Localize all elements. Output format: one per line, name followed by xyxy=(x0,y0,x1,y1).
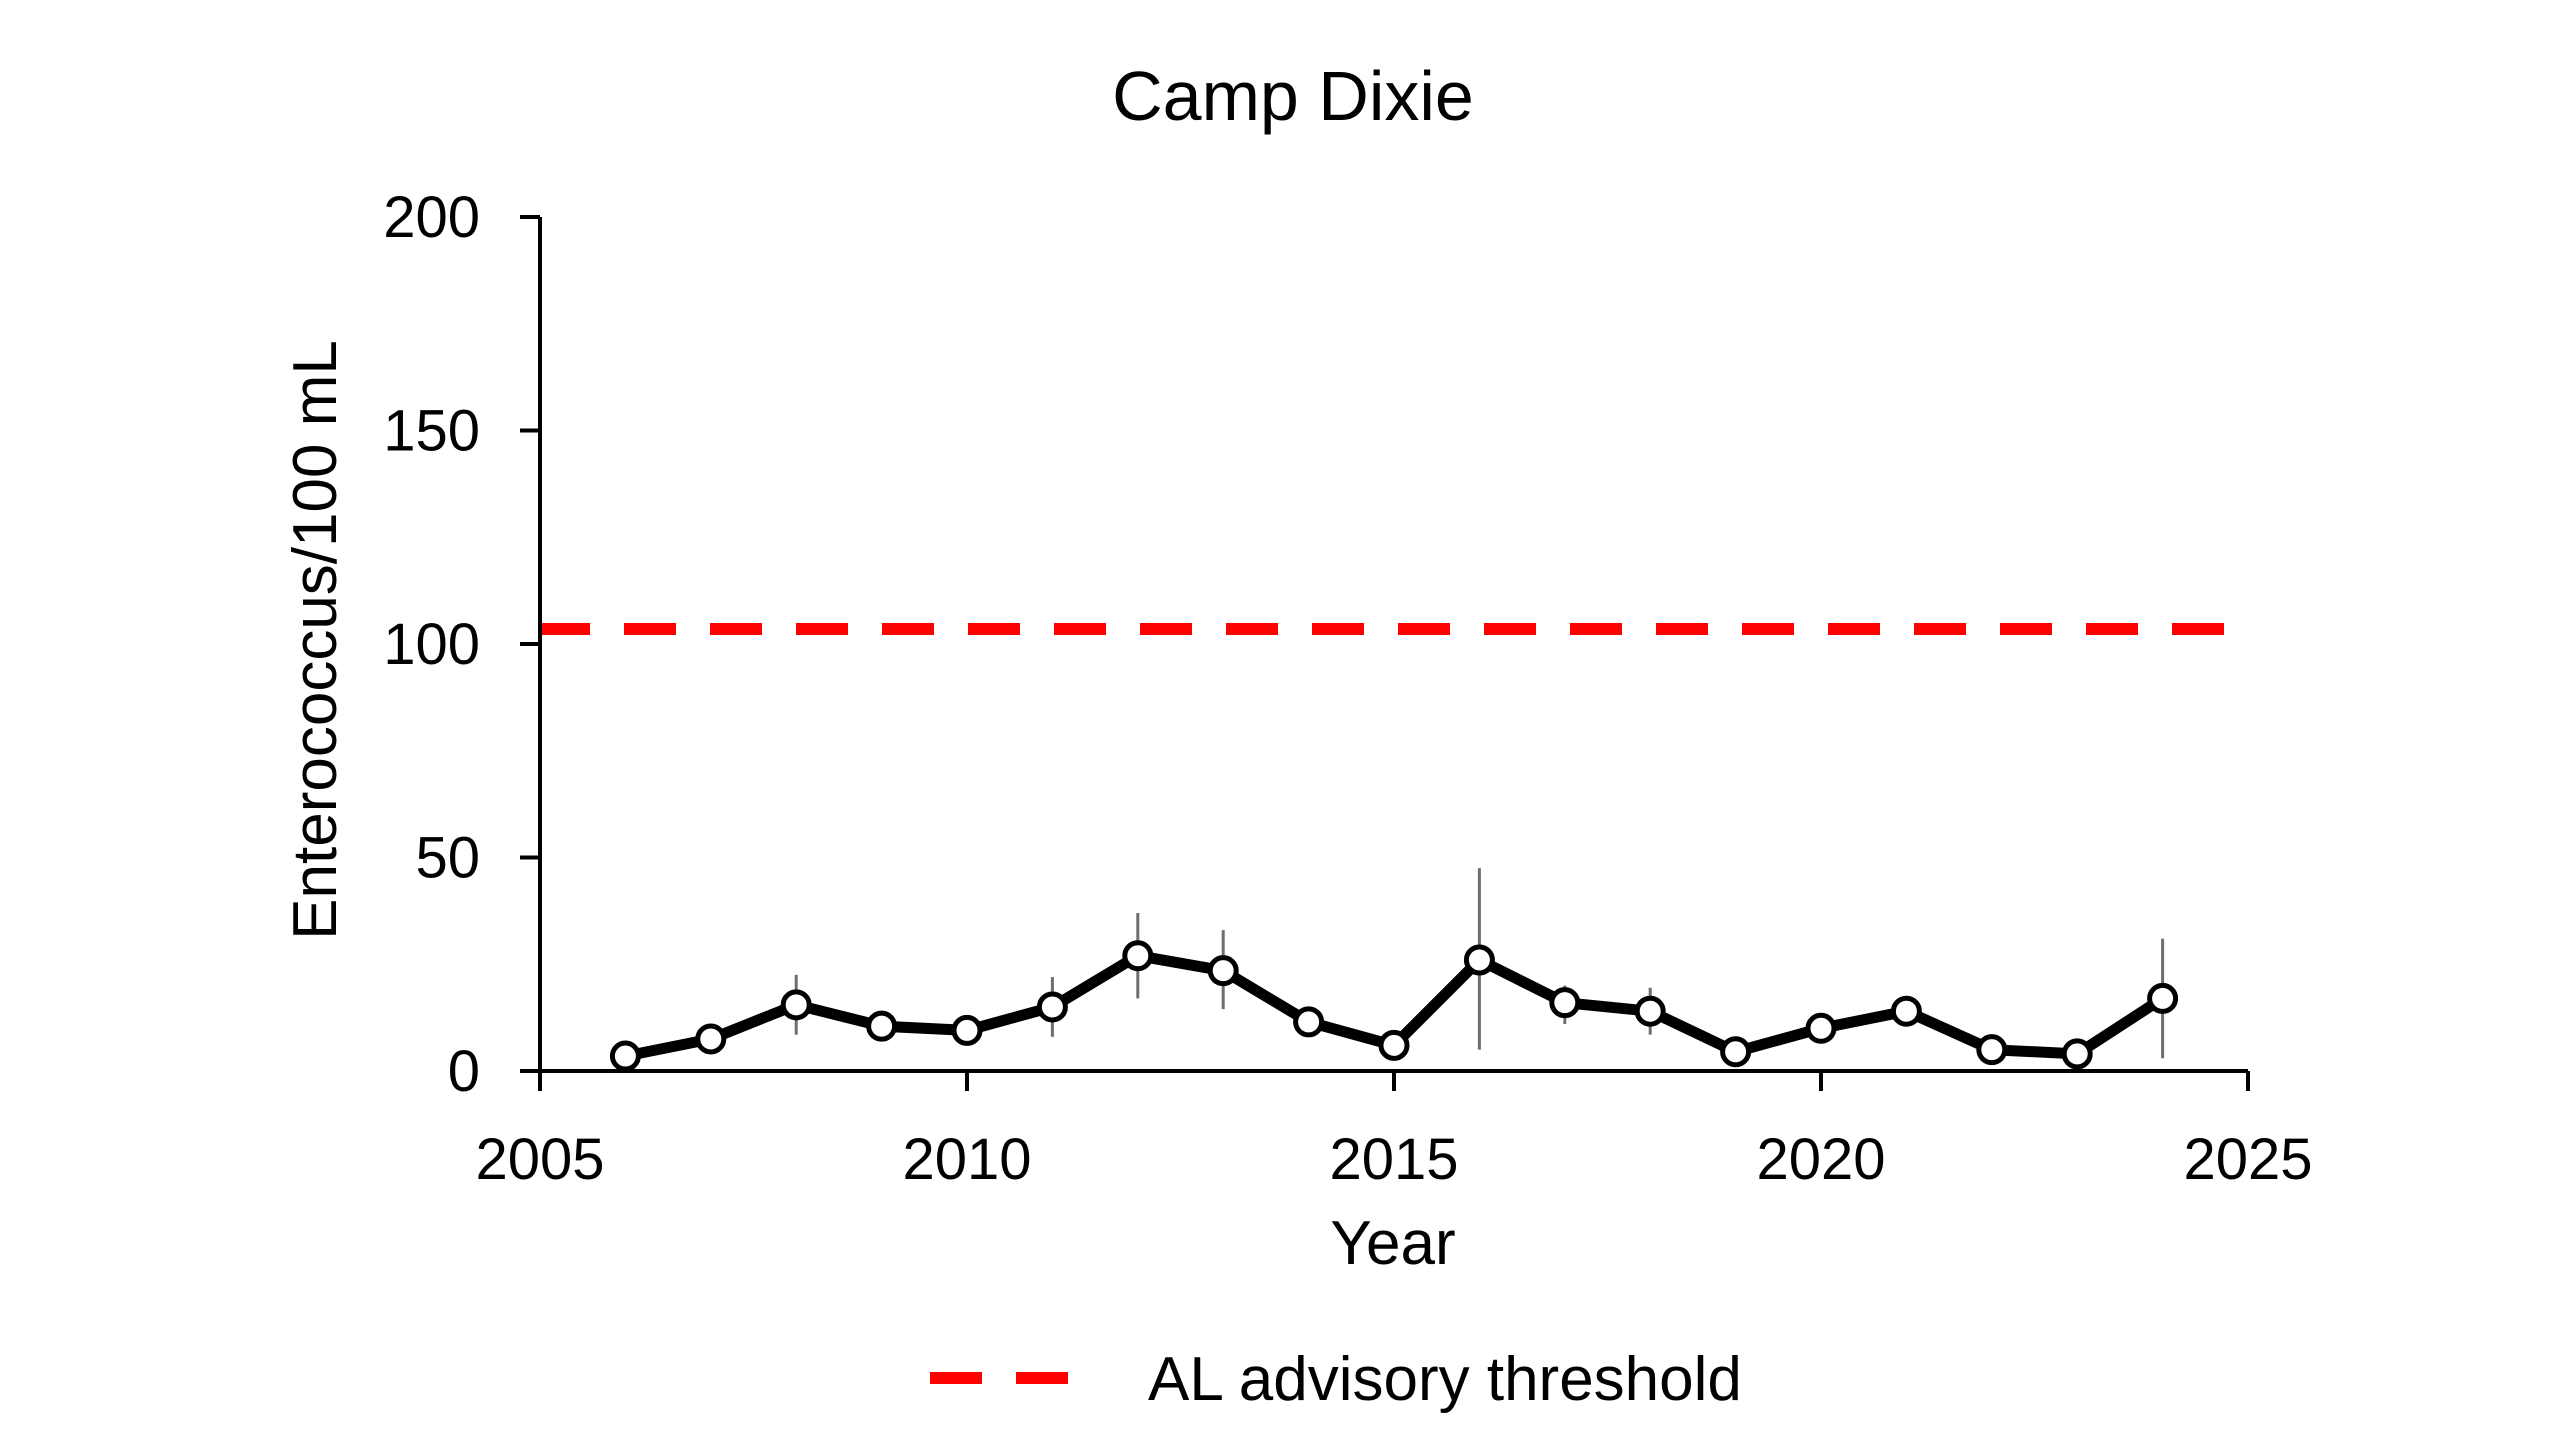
x-tick-label-2015: 2015 xyxy=(1329,1127,1458,1192)
y-tick-label-100: 100 xyxy=(383,612,480,677)
data-point-2007 xyxy=(695,1023,727,1055)
data-point-2008 xyxy=(780,989,812,1021)
y-tick-label-200: 200 xyxy=(383,185,480,250)
chart-title: Camp Dixie xyxy=(1112,57,1474,135)
data-point-2009 xyxy=(866,1010,898,1042)
x-axis-title: Year xyxy=(1330,1209,1455,1278)
data-point-2023 xyxy=(2061,1038,2093,1070)
data-point-2018 xyxy=(1634,995,1666,1027)
data-point-2022 xyxy=(1976,1034,2008,1066)
x-tick-label-2005: 2005 xyxy=(475,1127,604,1192)
data-point-2013 xyxy=(1207,955,1239,987)
legend-label-threshold: AL advisory threshold xyxy=(1148,1345,1742,1414)
series xyxy=(609,940,2179,1072)
data-point-2011 xyxy=(1036,991,1068,1023)
y-tick-label-150: 150 xyxy=(383,399,480,464)
x-tick-label-2020: 2020 xyxy=(1756,1127,1885,1192)
y-axis-title: Enterococcus/100 mL xyxy=(281,340,350,940)
data-point-2019 xyxy=(1720,1036,1752,1068)
data-point-2012 xyxy=(1122,940,1154,972)
axes: 0 50 100 150 200 2005 2010 2015 2020 2025 xyxy=(383,185,2312,1192)
legend: AL advisory threshold xyxy=(930,1345,1742,1414)
error-bars xyxy=(623,868,2165,1059)
x-tick-label-2010: 2010 xyxy=(902,1127,1031,1192)
data-point-2017 xyxy=(1549,987,1581,1019)
data-point-2020 xyxy=(1805,1012,1837,1044)
data-point-2006 xyxy=(609,1040,641,1072)
y-tick-label-50: 50 xyxy=(415,826,480,891)
data-point-2015 xyxy=(1378,1029,1410,1061)
data-point-2010 xyxy=(951,1014,983,1046)
data-point-2021 xyxy=(1890,995,1922,1027)
data-point-2016 xyxy=(1463,944,1495,976)
x-tick-label-2025: 2025 xyxy=(2183,1127,2312,1192)
y-tick-label-0: 0 xyxy=(448,1039,480,1104)
data-point-2014 xyxy=(1293,1006,1325,1038)
data-point-2024 xyxy=(2147,982,2179,1014)
